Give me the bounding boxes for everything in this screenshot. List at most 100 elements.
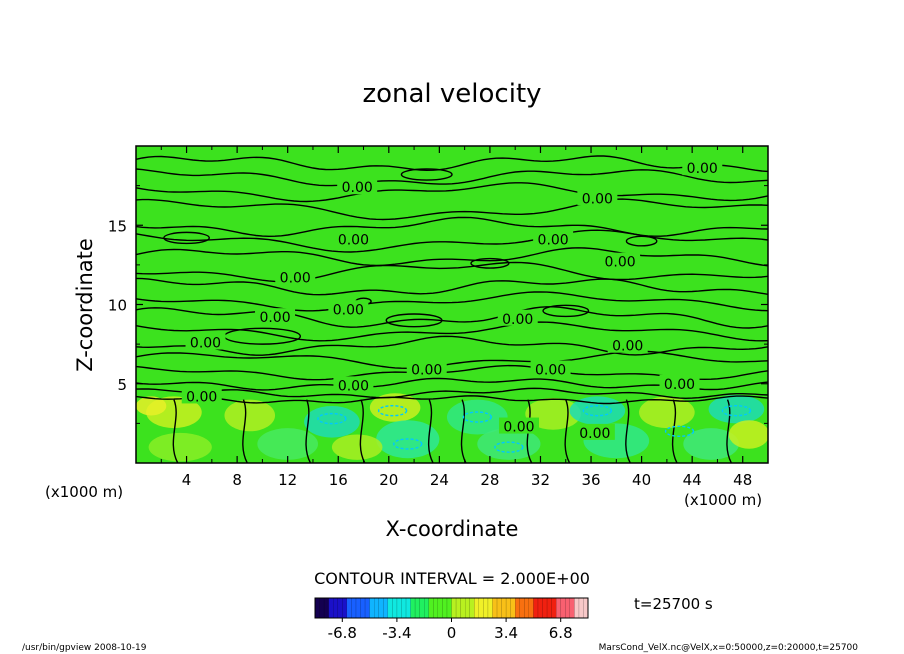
x-tick-label: 28	[480, 471, 499, 489]
contour-line	[136, 247, 768, 267]
colorbar-segment	[533, 598, 539, 618]
colorbar-segment	[433, 598, 439, 618]
contour-cell-boundary	[305, 399, 312, 463]
colorbar-segment	[446, 598, 452, 618]
contour-label-bg	[497, 309, 538, 326]
contour-cell-boundary	[564, 399, 571, 463]
colorbar-segment	[487, 598, 493, 618]
contour-line	[136, 291, 768, 312]
contour-label-bg	[255, 308, 296, 325]
colorbar-segment	[574, 598, 580, 618]
colorbar-segment	[456, 598, 461, 618]
colorbar-segment	[383, 598, 389, 618]
negative-contour	[377, 404, 408, 417]
contour-label-bg	[574, 423, 615, 440]
x-tick-label: 24	[430, 471, 449, 489]
colorbar-segment	[319, 598, 325, 618]
colorbar-segment	[328, 598, 334, 618]
contour-cell-boundary	[625, 399, 631, 463]
colorbar-segment	[369, 598, 375, 618]
colorbar-segment	[374, 598, 380, 618]
negative-contour	[317, 412, 347, 425]
contour-cell-boundary	[671, 399, 678, 463]
field-blob	[728, 420, 768, 449]
colorbar-segment	[519, 598, 525, 618]
x-tick-label: 36	[581, 471, 600, 489]
time-label: t=25700 s	[634, 595, 713, 613]
contour-label: 0.00	[342, 180, 373, 196]
colorbar-segment	[583, 598, 589, 618]
contour-label: 0.00	[190, 336, 221, 352]
colorbar-segment	[351, 598, 357, 618]
contour-label: 0.00	[582, 191, 613, 207]
contour-line	[136, 182, 768, 203]
contour-label-bg	[406, 360, 447, 377]
colorbar-segment	[378, 598, 384, 618]
x-axis-label: X-coordinate	[386, 517, 519, 541]
contour-label: 0.00	[538, 233, 569, 249]
contour-label: 0.00	[411, 362, 442, 378]
colorbar-segment	[396, 598, 402, 618]
contour-line	[136, 277, 768, 296]
contour-line	[136, 216, 768, 238]
x-unit-right: (x1000 m)	[684, 491, 762, 509]
contour-line	[136, 395, 768, 405]
contour-loop	[470, 257, 510, 269]
footer-left: /usr/bin/gpview 2008-10-19	[22, 643, 147, 653]
colorbar-segment	[442, 598, 448, 618]
contour-label-bg	[333, 230, 374, 247]
contour-loop	[163, 231, 211, 245]
contour-label-bg	[337, 178, 378, 195]
field-blob	[331, 434, 383, 460]
colorbar-segment	[515, 598, 521, 618]
colorbar-segment	[547, 598, 552, 618]
colorbar-segment	[569, 598, 575, 618]
contour-cell-boundary	[427, 399, 434, 463]
colorbar-segment	[565, 598, 571, 618]
colorbar-segment	[537, 598, 543, 618]
colorbar: -6.8 -3.4 0 3.4 6.8	[314, 597, 589, 642]
contour-label: 0.00	[579, 426, 610, 442]
colorbar-segment	[469, 598, 475, 618]
colorbar-tick-label: 6.8	[549, 624, 573, 642]
contour-line	[136, 198, 768, 221]
contour-loop	[542, 304, 590, 318]
colorbar-segment	[501, 598, 507, 618]
colorbar-segment	[419, 598, 425, 618]
contour-cell-boundary	[726, 399, 732, 463]
colorbar-segment	[524, 598, 530, 618]
x-tick-label: 16	[329, 471, 348, 489]
contour-cell-boundary	[359, 399, 366, 463]
colorbar-segment	[483, 598, 489, 618]
colorbar-segment	[401, 598, 407, 618]
colorbar-tick-label: 0	[447, 624, 457, 642]
contour-label: 0.00	[605, 255, 636, 271]
colorbar-tick-label: 3.4	[494, 624, 518, 642]
contour-label-bg	[530, 360, 571, 377]
field-blob	[639, 396, 695, 429]
contour-label: 0.00	[664, 377, 695, 393]
field-blob	[708, 394, 765, 424]
colorbar-segment	[346, 598, 352, 618]
colorbar-segment	[551, 598, 557, 618]
contour-loop	[625, 235, 658, 247]
colorbar-segment	[460, 598, 466, 618]
x-tick-label: 4	[182, 471, 192, 489]
y-axis-label: Z-coordinate	[73, 238, 97, 372]
colorbar-segment	[410, 598, 416, 618]
colorbar-segment	[424, 598, 430, 618]
colorbar-segment	[437, 598, 443, 618]
contour-label: 0.00	[338, 233, 369, 249]
contour-labels: 0.00 0.00 0.00 0.00 0.00 0.00 0.00 0.00 0.00 0.00…	[181, 159, 723, 442]
contour-label: 0.00	[333, 302, 364, 318]
colorbar-segment	[342, 598, 348, 618]
contour-label-bg	[185, 333, 226, 350]
contour-label: 0.00	[259, 310, 290, 326]
x-unit-left: (x1000 m)	[45, 483, 123, 501]
contour-label: 0.00	[612, 339, 643, 355]
colorbar-tick-label: -6.8	[328, 624, 357, 642]
colorbar-tick-label: -3.4	[382, 624, 411, 642]
contour-line	[136, 168, 768, 187]
field-blob	[446, 399, 508, 435]
chart-title: zonal velocity	[362, 79, 541, 109]
